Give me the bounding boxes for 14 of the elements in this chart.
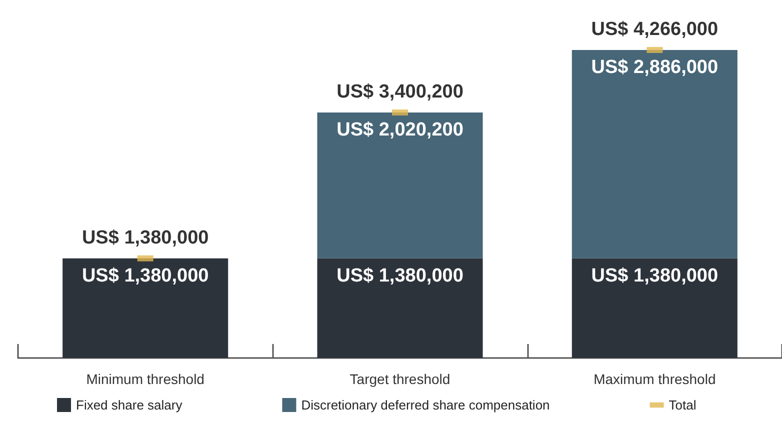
legend-label: Fixed share salary xyxy=(76,398,183,412)
data-label: US$ 1,380,000 xyxy=(82,227,209,248)
x-tick-label: Maximum threshold xyxy=(594,371,716,387)
x-tick-label: Target threshold xyxy=(350,371,450,387)
legend-label: Discretionary deferred share compensation xyxy=(301,398,550,412)
legend-label: Total xyxy=(668,398,696,412)
data-label: US$ 4,266,000 xyxy=(591,19,718,40)
data-label: US$ 1,380,000 xyxy=(336,265,464,286)
data-label: US$ 2,020,200 xyxy=(336,120,464,141)
x-tick-label: Minimum threshold xyxy=(86,371,204,387)
data-label: US$ 3,400,200 xyxy=(336,82,464,103)
data-label: US$ 1,380,000 xyxy=(82,265,209,286)
data-label: US$ 2,886,000 xyxy=(591,57,718,78)
data-label: US$ 1,380,000 xyxy=(591,265,718,286)
